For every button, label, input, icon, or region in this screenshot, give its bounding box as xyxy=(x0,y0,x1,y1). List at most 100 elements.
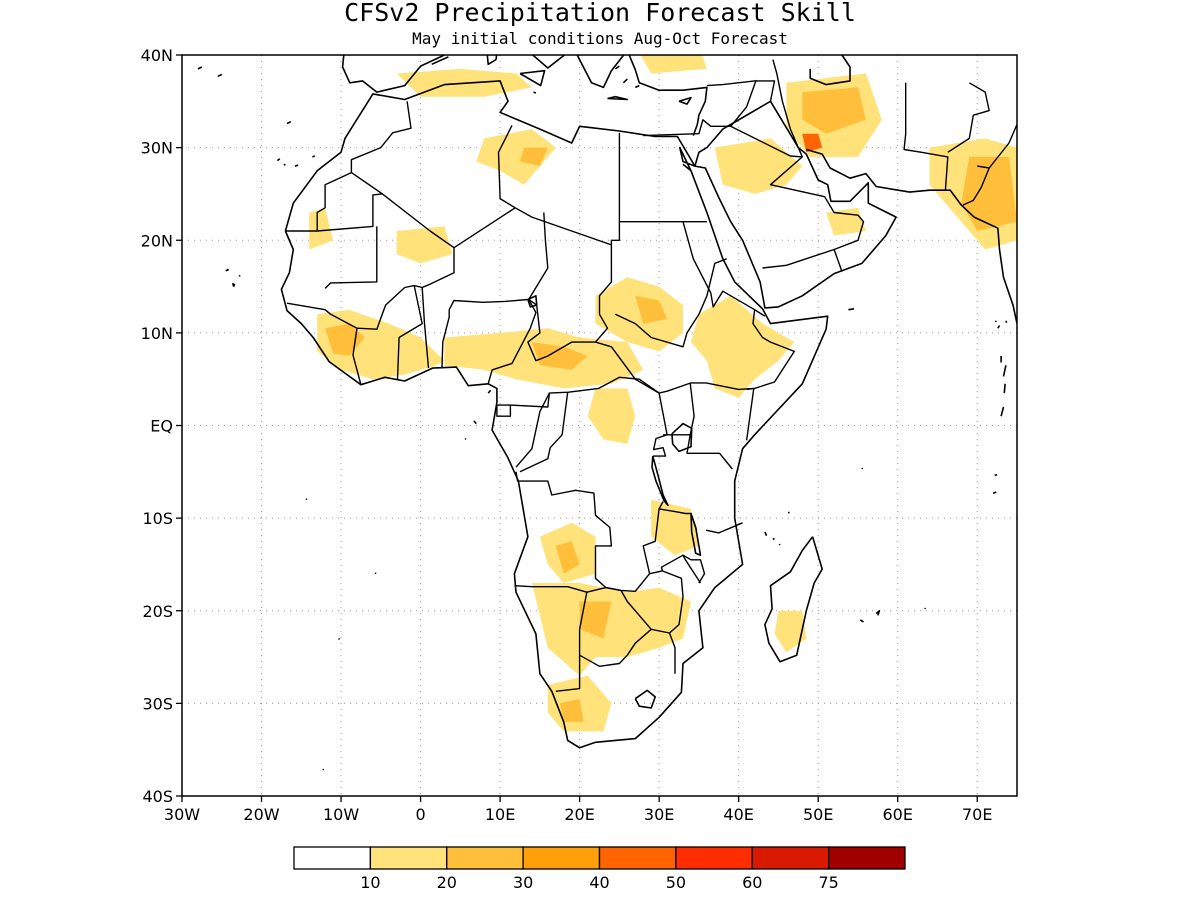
island xyxy=(197,66,203,70)
island xyxy=(1002,365,1007,377)
country-border xyxy=(615,258,727,348)
coastline xyxy=(694,100,897,309)
lon-tick-label: 0 xyxy=(415,805,425,824)
coastline xyxy=(671,422,693,453)
lat-tick-label: 30N xyxy=(141,139,173,158)
lon-tick-label: 70E xyxy=(962,805,992,824)
country-border xyxy=(555,629,581,692)
coastline xyxy=(764,536,824,663)
skill-region xyxy=(802,87,866,134)
country-border xyxy=(706,80,776,102)
legend-colorbar: 10 20 30 40 50 60 75 xyxy=(293,846,906,892)
skill-region xyxy=(714,138,803,194)
country-border xyxy=(746,309,795,391)
country-border xyxy=(772,59,803,158)
lon-tick-label: 10W xyxy=(323,805,359,824)
coastline xyxy=(806,148,1017,324)
skill-region xyxy=(396,226,453,264)
coastline xyxy=(276,158,281,162)
lat-tick-label: 10N xyxy=(141,324,173,343)
colorbar-label: 50 xyxy=(666,873,686,892)
lon-tick-label: 60E xyxy=(882,805,912,824)
skill-region xyxy=(559,698,584,722)
island xyxy=(283,163,286,166)
country-border xyxy=(496,376,755,441)
country-border xyxy=(286,302,362,385)
skill-shading xyxy=(309,55,1017,732)
coastline xyxy=(341,55,446,93)
colorbar-swatch xyxy=(369,846,448,870)
coastline xyxy=(312,155,316,158)
lat-tick-label: 20N xyxy=(141,231,173,250)
country-border xyxy=(421,287,430,369)
skill-region xyxy=(961,156,1017,231)
lat-tick-label: 30S xyxy=(142,694,173,713)
lon-tick-label: 20W xyxy=(243,805,279,824)
colorbar-label: 30 xyxy=(513,873,533,892)
island xyxy=(992,491,997,494)
skill-region xyxy=(587,388,636,444)
island xyxy=(764,531,768,537)
country-border xyxy=(396,285,423,380)
lat-tick-label: 40N xyxy=(141,46,173,65)
lon-tick-label: 50E xyxy=(803,805,833,824)
country-border xyxy=(317,193,383,232)
coastline xyxy=(280,80,829,749)
island xyxy=(519,69,546,87)
island xyxy=(1003,383,1006,394)
island xyxy=(217,73,223,78)
lon-tick-label: 10E xyxy=(485,805,515,824)
island xyxy=(322,768,325,771)
island xyxy=(924,607,927,610)
country-border xyxy=(762,248,835,269)
figure-title: CFSv2 Precipitation Forecast Skill xyxy=(344,0,856,27)
island xyxy=(622,78,628,84)
colorbar-label: 75 xyxy=(818,873,838,892)
island xyxy=(473,420,477,425)
country-border xyxy=(514,585,622,593)
colorbar-swatch xyxy=(293,846,372,870)
island xyxy=(678,96,692,105)
country-border xyxy=(947,82,990,153)
country-border xyxy=(579,654,628,667)
island xyxy=(486,55,498,66)
country-border xyxy=(578,592,588,630)
coastline xyxy=(809,55,851,86)
island xyxy=(778,543,781,546)
skill-region xyxy=(555,541,580,574)
coastline xyxy=(294,164,299,167)
island xyxy=(305,498,308,501)
country-border xyxy=(527,212,596,362)
country-border xyxy=(595,341,660,394)
country-border xyxy=(730,125,865,272)
skill-region xyxy=(774,610,807,653)
lon-tick-label: 30E xyxy=(644,805,674,824)
colorbar-label: 40 xyxy=(589,873,609,892)
country-border xyxy=(496,405,512,417)
island xyxy=(875,609,881,616)
country-border xyxy=(658,501,664,510)
longitude-labels: 30W 20W 10W 0 10E 20E 30E 40E 50E 60E 70E xyxy=(164,796,992,824)
island xyxy=(374,572,377,575)
lon-tick-label: 40E xyxy=(723,805,753,824)
country-border xyxy=(686,382,733,470)
country-border xyxy=(487,299,537,384)
colorbar-swatch xyxy=(446,846,524,870)
country-border xyxy=(515,471,702,592)
island xyxy=(286,120,292,125)
country-border xyxy=(515,392,551,468)
country-border xyxy=(519,392,569,473)
skill-region xyxy=(635,295,668,324)
skill-region xyxy=(520,147,548,167)
country-border xyxy=(682,554,706,584)
island xyxy=(464,437,467,440)
skill-region xyxy=(595,277,683,352)
skill-region xyxy=(531,583,691,676)
latitude-labels: 40N 30N 20N 10N EQ 10S 20S 30S 40S xyxy=(141,46,182,806)
island xyxy=(533,91,537,94)
colorbar-swatch xyxy=(675,846,753,870)
island xyxy=(861,467,864,470)
colorbar-swatch xyxy=(522,846,601,870)
island xyxy=(225,268,229,272)
